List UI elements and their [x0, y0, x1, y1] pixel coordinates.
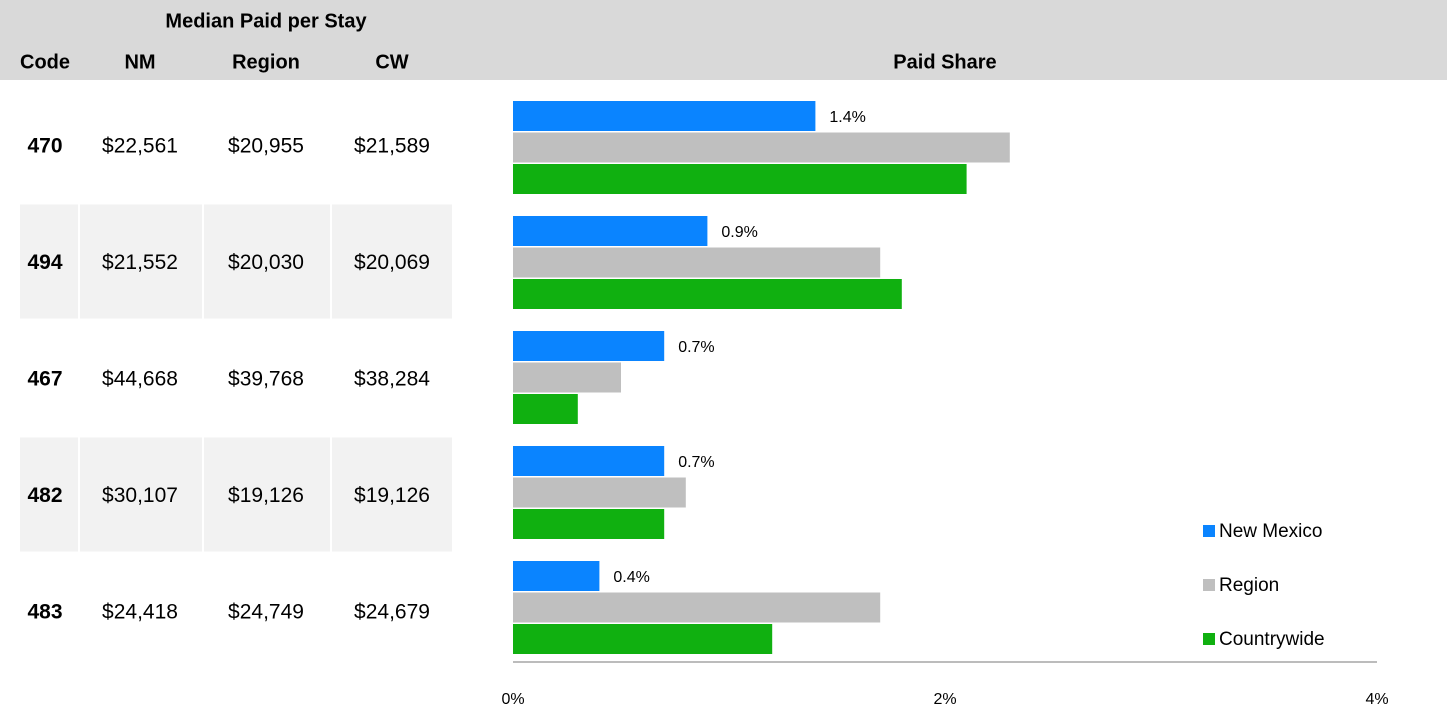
code-cell: 494: [27, 251, 62, 274]
column-header: NM: [124, 51, 155, 73]
legend-swatch: [1203, 525, 1215, 537]
value-cell: $24,749: [228, 601, 304, 624]
cell-bg: [332, 437, 452, 552]
column-header: Region: [232, 51, 300, 73]
bar: [513, 132, 1010, 163]
data-label: 0.4%: [613, 569, 649, 586]
bar: [513, 247, 881, 278]
cell-bg: [332, 204, 452, 319]
value-cell: $38,284: [354, 368, 430, 391]
data-label: 0.7%: [678, 454, 714, 471]
x-tick-label: 2%: [933, 691, 956, 708]
legend-swatch: [1203, 579, 1215, 591]
value-cell: $19,126: [228, 484, 304, 507]
value-cell: $20,030: [228, 251, 304, 274]
data-label: 0.9%: [721, 224, 757, 241]
cell-bg: [20, 437, 78, 552]
bar: [513, 477, 686, 508]
column-header: CW: [375, 51, 408, 73]
bar: [513, 216, 708, 246]
bar: [513, 509, 665, 539]
code-cell: 482: [27, 484, 62, 507]
legend-swatch: [1203, 633, 1215, 645]
chart-title: Paid Share: [893, 51, 996, 73]
cell-bg: [80, 437, 202, 552]
column-header: Code: [20, 51, 70, 73]
cell-bg: [80, 204, 202, 319]
code-cell: 467: [27, 368, 62, 391]
value-cell: $30,107: [102, 484, 178, 507]
bar: [513, 164, 967, 194]
bar: [513, 624, 773, 654]
legend-label: Region: [1219, 575, 1279, 596]
value-cell: $24,418: [102, 601, 178, 624]
bar: [513, 446, 665, 476]
value-cell: $20,069: [354, 251, 430, 274]
value-cell: $24,679: [354, 601, 430, 624]
data-label: 1.4%: [829, 109, 865, 126]
bar: [513, 561, 600, 591]
header-band: [0, 0, 1447, 80]
value-cell: $22,561: [102, 135, 178, 158]
value-cell: $39,768: [228, 368, 304, 391]
value-cell: $44,668: [102, 368, 178, 391]
cell-bg: [204, 204, 330, 319]
cell-bg: [204, 437, 330, 552]
cell-bg: [20, 204, 78, 319]
bar: [513, 362, 621, 393]
code-cell: 483: [27, 601, 62, 624]
bar: [513, 331, 665, 361]
data-label: 0.7%: [678, 339, 714, 356]
group-header: Median Paid per Stay: [165, 10, 367, 32]
bar: [513, 101, 816, 131]
legend-label: New Mexico: [1219, 521, 1322, 542]
legend-label: Countrywide: [1219, 629, 1325, 650]
code-cell: 470: [27, 135, 62, 158]
bar: [513, 279, 902, 309]
value-cell: $19,126: [354, 484, 430, 507]
x-tick-label: 0%: [501, 691, 524, 708]
value-cell: $20,955: [228, 135, 304, 158]
x-tick-label: 4%: [1365, 691, 1388, 708]
bar: [513, 394, 578, 424]
value-cell: $21,552: [102, 251, 178, 274]
bar: [513, 592, 881, 623]
value-cell: $21,589: [354, 135, 430, 158]
